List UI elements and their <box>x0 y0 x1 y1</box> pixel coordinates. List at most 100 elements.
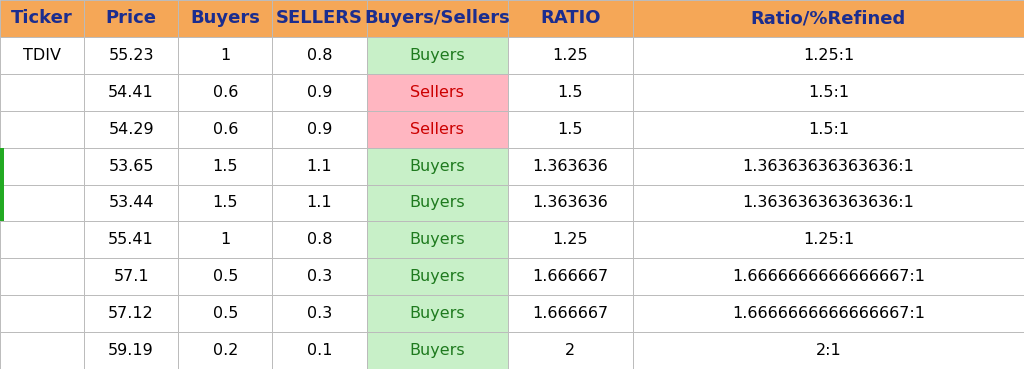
Text: 1.363636: 1.363636 <box>532 159 608 173</box>
Bar <box>178 295 272 332</box>
Bar <box>272 74 367 111</box>
Text: 0.5: 0.5 <box>213 269 238 284</box>
Bar <box>0 221 84 258</box>
Bar <box>84 111 178 148</box>
Text: 59.19: 59.19 <box>109 343 154 358</box>
Bar <box>178 332 272 369</box>
Bar <box>508 37 633 74</box>
Text: 54.41: 54.41 <box>109 85 154 100</box>
Bar <box>633 221 1024 258</box>
Text: Buyers: Buyers <box>410 196 465 210</box>
Text: 1.666667: 1.666667 <box>532 306 608 321</box>
Bar <box>367 111 508 148</box>
Text: 0.3: 0.3 <box>307 306 332 321</box>
Text: 1.25:1: 1.25:1 <box>803 48 854 63</box>
Text: 1.5: 1.5 <box>558 122 583 137</box>
Bar <box>508 74 633 111</box>
Bar <box>178 74 272 111</box>
Text: Buyers: Buyers <box>410 159 465 173</box>
Bar <box>84 258 178 295</box>
Bar <box>84 332 178 369</box>
Bar <box>508 221 633 258</box>
Text: SELLERS: SELLERS <box>276 10 362 27</box>
Text: 1.6666666666666667:1: 1.6666666666666667:1 <box>732 269 925 284</box>
Bar <box>0 332 84 369</box>
Bar <box>84 295 178 332</box>
Bar <box>272 111 367 148</box>
Bar <box>0 184 84 221</box>
Text: Price: Price <box>105 10 157 27</box>
Bar <box>0 111 84 148</box>
Bar <box>272 148 367 184</box>
Bar <box>272 0 367 37</box>
Text: Buyers: Buyers <box>410 232 465 247</box>
Text: 1.5: 1.5 <box>213 196 238 210</box>
Bar <box>367 148 508 184</box>
Bar <box>0 295 84 332</box>
Text: 0.9: 0.9 <box>307 85 332 100</box>
Bar <box>178 221 272 258</box>
Bar <box>84 221 178 258</box>
Bar <box>178 148 272 184</box>
Bar <box>0 37 84 74</box>
Bar <box>633 0 1024 37</box>
Text: 1.25: 1.25 <box>553 232 588 247</box>
Bar <box>0 74 84 111</box>
Text: 0.1: 0.1 <box>307 343 332 358</box>
Text: 0.5: 0.5 <box>213 306 238 321</box>
Bar <box>508 332 633 369</box>
Bar <box>84 74 178 111</box>
Bar <box>272 332 367 369</box>
Text: Buyers: Buyers <box>410 48 465 63</box>
Text: 53.44: 53.44 <box>109 196 154 210</box>
Text: 53.65: 53.65 <box>109 159 154 173</box>
Bar <box>633 148 1024 184</box>
Bar <box>178 37 272 74</box>
Text: 57.1: 57.1 <box>114 269 148 284</box>
Text: Buyers: Buyers <box>410 343 465 358</box>
Bar <box>178 184 272 221</box>
Bar <box>0 258 84 295</box>
Text: Sellers: Sellers <box>411 122 464 137</box>
Text: 1.36363636363636:1: 1.36363636363636:1 <box>742 159 914 173</box>
Bar <box>508 258 633 295</box>
Bar <box>0 148 84 184</box>
Bar <box>0 148 4 184</box>
Bar <box>633 74 1024 111</box>
Bar <box>367 221 508 258</box>
Bar <box>367 295 508 332</box>
Bar <box>84 0 178 37</box>
Text: 1.25: 1.25 <box>553 48 588 63</box>
Text: 1.5:1: 1.5:1 <box>808 122 849 137</box>
Bar <box>0 184 4 221</box>
Text: 0.9: 0.9 <box>307 122 332 137</box>
Bar <box>633 258 1024 295</box>
Bar <box>633 295 1024 332</box>
Bar <box>272 37 367 74</box>
Bar <box>508 111 633 148</box>
Bar <box>272 295 367 332</box>
Bar <box>633 332 1024 369</box>
Text: 55.41: 55.41 <box>109 232 154 247</box>
Text: 2: 2 <box>565 343 575 358</box>
Text: 0.6: 0.6 <box>213 85 238 100</box>
Bar <box>272 221 367 258</box>
Text: Buyers/Sellers: Buyers/Sellers <box>365 10 510 27</box>
Bar <box>84 37 178 74</box>
Bar <box>508 0 633 37</box>
Text: Sellers: Sellers <box>411 85 464 100</box>
Text: Buyers: Buyers <box>190 10 260 27</box>
Bar <box>84 148 178 184</box>
Text: 2:1: 2:1 <box>815 343 842 358</box>
Bar <box>508 184 633 221</box>
Text: 1.6666666666666667:1: 1.6666666666666667:1 <box>732 306 925 321</box>
Text: 1.1: 1.1 <box>306 159 333 173</box>
Text: RATIO: RATIO <box>540 10 601 27</box>
Bar <box>178 111 272 148</box>
Text: TDIV: TDIV <box>23 48 61 63</box>
Bar <box>84 184 178 221</box>
Bar <box>272 184 367 221</box>
Bar <box>633 37 1024 74</box>
Text: 55.23: 55.23 <box>109 48 154 63</box>
Bar <box>367 74 508 111</box>
